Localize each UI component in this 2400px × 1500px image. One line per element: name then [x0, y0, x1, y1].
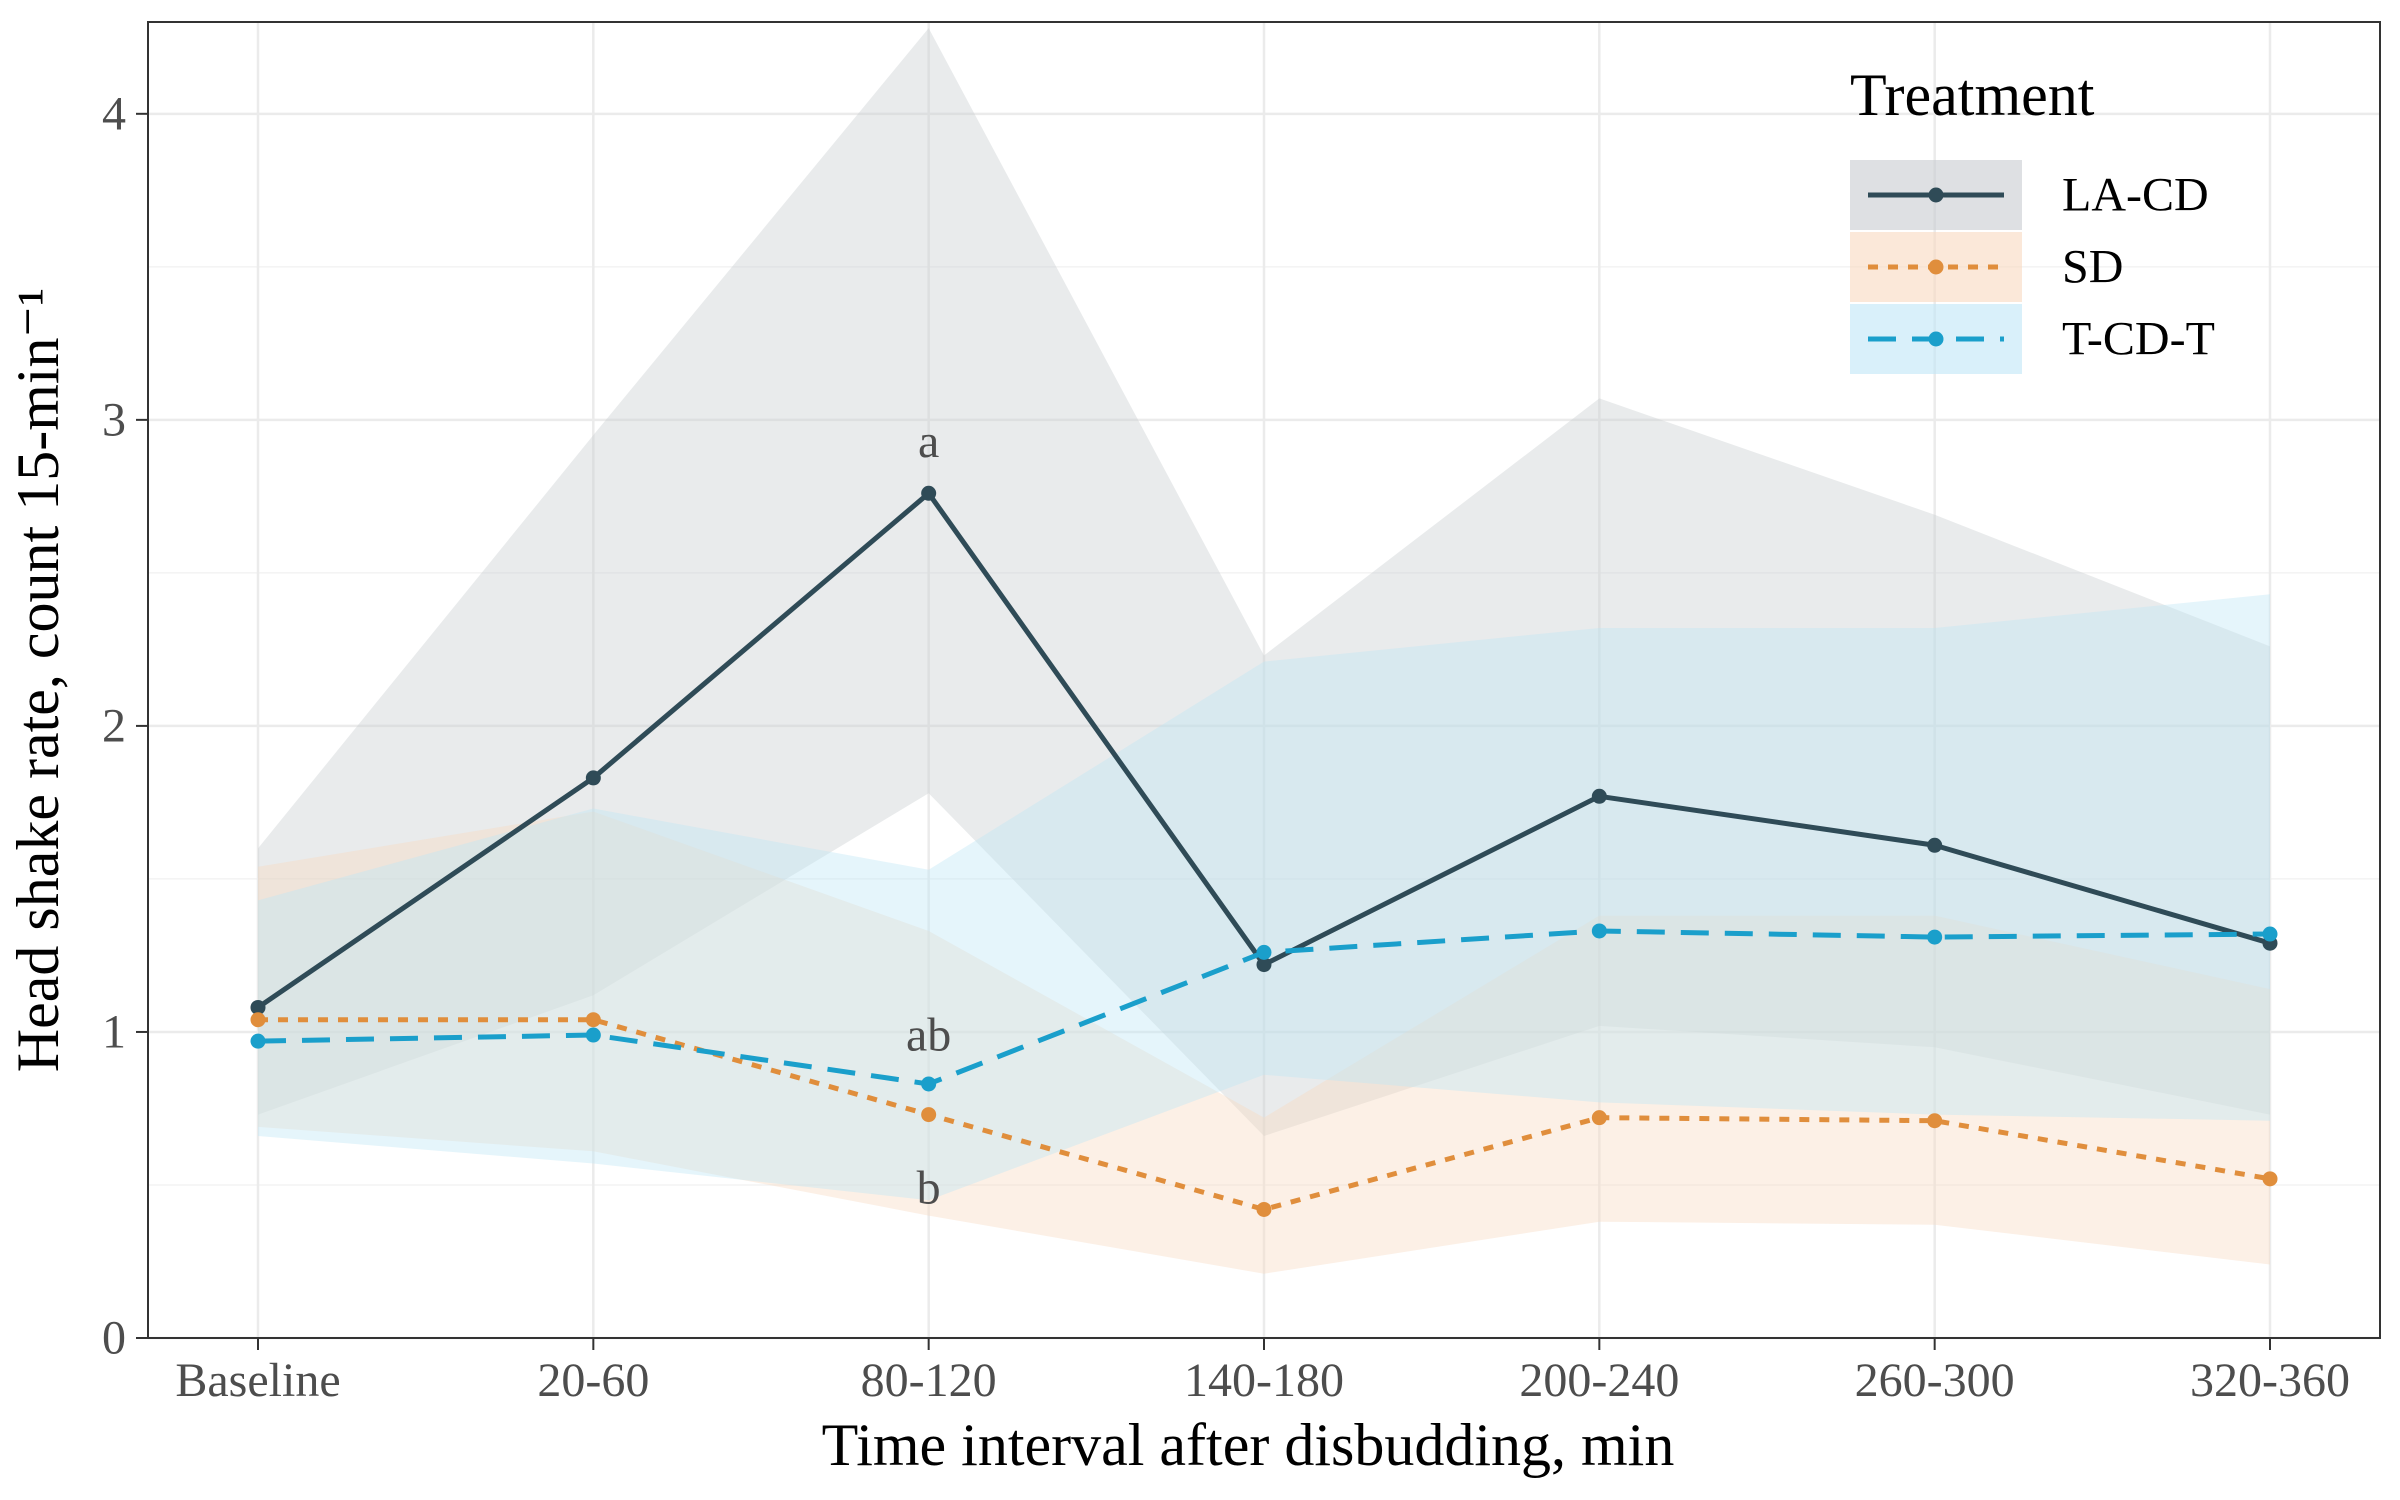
data-point-sd — [921, 1107, 937, 1123]
confidence-bands — [258, 28, 2270, 1274]
data-point-la-cd — [585, 770, 601, 786]
data-point-t-cd-t — [921, 1076, 937, 1092]
significance-letter: a — [918, 415, 939, 468]
series-lines — [250, 485, 2278, 1217]
x-tick-label: 320-360 — [2190, 1354, 2350, 1407]
legend-label: LA-CD — [2062, 169, 2209, 222]
data-point-t-cd-t — [1256, 944, 1272, 960]
x-tick-label: 200-240 — [1519, 1354, 1679, 1407]
x-tick-label: 20-60 — [537, 1354, 649, 1407]
confidence-band-sd — [258, 811, 2270, 1274]
significance-letter: ab — [906, 1009, 951, 1062]
data-point-la-cd — [250, 999, 266, 1015]
data-point-la-cd — [1256, 957, 1272, 973]
y-axis-title: Head shake rate, count 15-min⁻¹ — [5, 288, 71, 1072]
data-point-sd — [1256, 1201, 1272, 1217]
confidence-band-t-cd-t — [258, 594, 2270, 1201]
data-point-sd — [585, 1012, 601, 1028]
x-axis-title: Time interval after disbudding, min — [822, 1412, 1675, 1478]
y-tick-label: 2 — [102, 699, 126, 752]
x-tick-label: 140-180 — [1184, 1354, 1344, 1407]
x-tick-label: 260-300 — [1855, 1354, 2015, 1407]
data-point-t-cd-t — [250, 1033, 266, 1049]
x-tick-label: 80-120 — [861, 1354, 997, 1407]
legend-key-point — [1928, 259, 1944, 275]
y-tick-label: 3 — [102, 393, 126, 446]
significance-annotations: a ab b — [906, 415, 951, 1215]
legend-key-point — [1928, 187, 1944, 203]
y-tick-label: 1 — [102, 1005, 126, 1058]
data-point-t-cd-t — [585, 1027, 601, 1043]
confidence-band-la-cd — [258, 28, 2270, 1137]
legend-title: Treatment — [1850, 62, 2095, 128]
data-point-la-cd — [1591, 788, 1607, 804]
data-point-sd — [250, 1012, 266, 1028]
data-point-t-cd-t — [1927, 929, 1943, 945]
grid-lines — [148, 22, 2380, 1340]
data-point-t-cd-t — [1591, 923, 1607, 939]
data-point-sd — [2262, 1171, 2278, 1187]
legend-label: T-CD-T — [2062, 313, 2215, 366]
axes: 0 1 2 3 4 Baseline 20-60 80-120 140-180 200-240 26… — [5, 87, 2350, 1478]
data-point-la-cd — [921, 485, 937, 501]
y-tick-label: 0 — [102, 1312, 126, 1365]
significance-letter: b — [917, 1162, 941, 1215]
x-tick-label: Baseline — [175, 1354, 340, 1407]
legend: Treatment LA-CD SD T-CD-T — [1850, 62, 2215, 374]
y-tick-label: 4 — [102, 87, 126, 140]
legend-label: SD — [2062, 241, 2123, 294]
data-point-la-cd — [1927, 837, 1943, 853]
data-point-sd — [1927, 1113, 1943, 1129]
data-point-sd — [1591, 1110, 1607, 1126]
data-point-t-cd-t — [2262, 926, 2278, 942]
legend-key-point — [1928, 331, 1944, 347]
